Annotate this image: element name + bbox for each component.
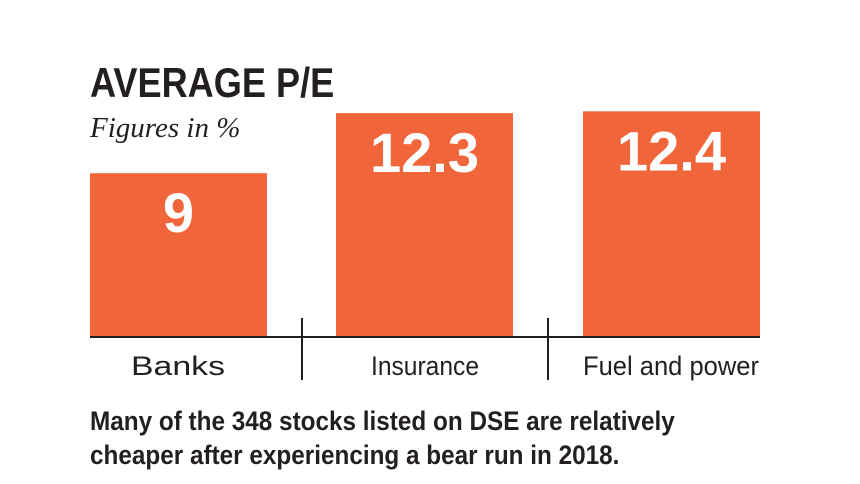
caption: Many of the 348 stocks listed on DSE are… [90, 404, 850, 472]
bar-insurance [336, 113, 513, 337]
caption-line-1: Many of the 348 stocks listed on DSE are… [90, 406, 675, 436]
bar-fuel-and-power [583, 111, 760, 337]
category-label: Insurance [371, 351, 479, 381]
chart-title: AVERAGE P/E [90, 59, 335, 106]
bar-value-label: 12.4 [617, 119, 726, 182]
category-label: Banks [131, 351, 225, 381]
chart-subtitle: Figures in % [90, 112, 241, 144]
bar-value-label: 9 [163, 181, 194, 244]
bar-chart: 9 12.3 12.4 Banks Insurance Fuel and power [90, 111, 760, 381]
value-labels-group: 9 12.3 12.4 [163, 119, 726, 244]
caption-line-2: cheaper after experiencing a bear run in… [90, 440, 620, 470]
category-label: Fuel and power [583, 351, 759, 381]
bar-banks [90, 173, 267, 337]
bars-group [90, 111, 760, 337]
category-labels-group: Banks Insurance Fuel and power [131, 351, 759, 381]
bar-value-label: 12.3 [370, 121, 479, 184]
